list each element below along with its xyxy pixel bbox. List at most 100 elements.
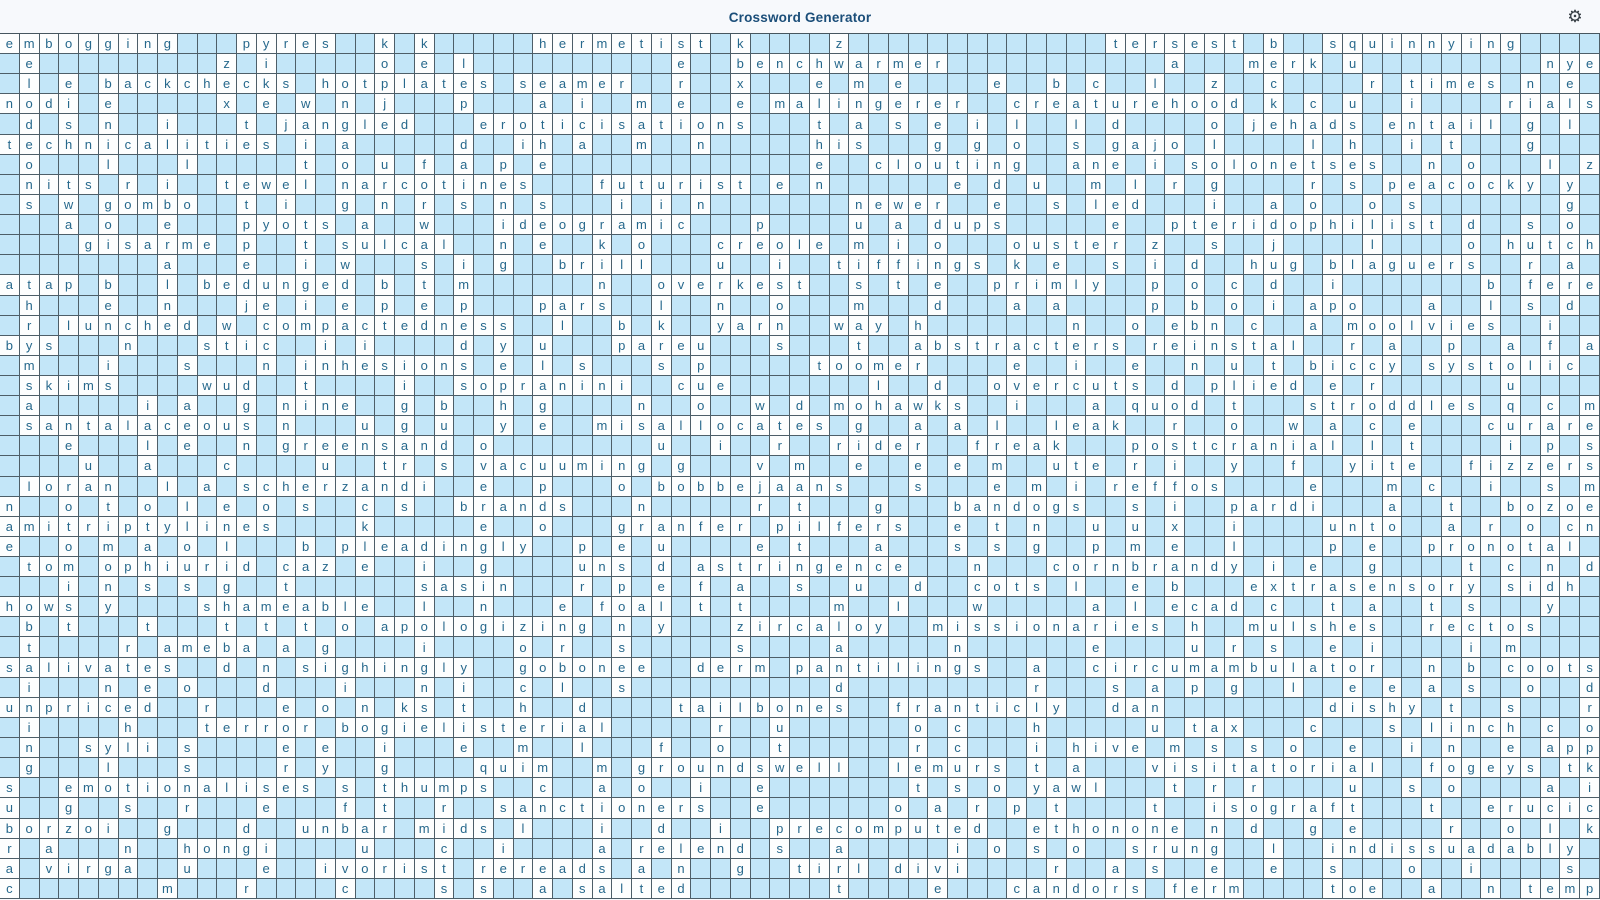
grid-cell[interactable]: o <box>1461 174 1482 195</box>
grid-cell[interactable] <box>1145 496 1166 517</box>
grid-cell[interactable]: r <box>1106 235 1126 256</box>
grid-cell[interactable] <box>0 154 20 175</box>
grid-cell[interactable] <box>928 476 949 497</box>
grid-cell[interactable] <box>197 677 218 698</box>
grid-cell[interactable] <box>197 154 218 175</box>
grid-cell[interactable] <box>711 536 731 558</box>
grid-cell[interactable] <box>0 315 20 336</box>
grid-cell[interactable] <box>1461 194 1482 216</box>
grid-cell[interactable]: u <box>296 818 317 839</box>
grid-cell[interactable] <box>375 677 396 698</box>
grid-cell[interactable] <box>197 315 218 336</box>
grid-cell[interactable] <box>1106 74 1126 95</box>
grid-cell[interactable] <box>1540 34 1561 55</box>
grid-cell[interactable]: i <box>276 194 297 216</box>
grid-cell[interactable] <box>592 577 613 598</box>
grid-cell[interactable] <box>395 798 415 819</box>
grid-cell[interactable]: a <box>237 597 257 618</box>
grid-cell[interactable] <box>138 335 159 356</box>
grid-cell[interactable]: u <box>553 456 573 477</box>
grid-cell[interactable]: r <box>1046 858 1067 879</box>
grid-cell[interactable] <box>177 275 198 296</box>
grid-cell[interactable] <box>395 215 415 236</box>
grid-cell[interactable] <box>79 577 99 598</box>
grid-cell[interactable] <box>790 34 810 55</box>
grid-cell[interactable]: p <box>1580 878 1600 899</box>
grid-cell[interactable]: o <box>1066 557 1087 578</box>
grid-cell[interactable]: y <box>98 597 119 618</box>
grid-cell[interactable]: g <box>1560 194 1581 216</box>
grid-cell[interactable]: c <box>1441 174 1462 195</box>
grid-cell[interactable]: b <box>1323 255 1344 276</box>
grid-cell[interactable] <box>1343 375 1363 397</box>
grid-cell[interactable]: e <box>711 516 731 537</box>
grid-cell[interactable]: t <box>691 597 712 618</box>
grid-cell[interactable]: a <box>1441 114 1462 135</box>
grid-cell[interactable]: g <box>217 577 238 598</box>
grid-cell[interactable] <box>1185 375 1205 397</box>
grid-cell[interactable]: m <box>1224 878 1245 899</box>
grid-cell[interactable] <box>849 838 870 859</box>
grid-cell[interactable] <box>0 174 20 195</box>
grid-cell[interactable] <box>1422 275 1442 296</box>
grid-cell[interactable]: n <box>19 174 40 195</box>
grid-cell[interactable] <box>1402 295 1423 316</box>
grid-cell[interactable]: e <box>355 597 376 618</box>
grid-cell[interactable]: d <box>790 396 810 417</box>
grid-cell[interactable]: e <box>454 74 475 95</box>
grid-cell[interactable]: g <box>493 255 514 276</box>
grid-cell[interactable]: e <box>1481 798 1502 819</box>
grid-cell[interactable] <box>513 235 534 256</box>
grid-cell[interactable]: c <box>1145 657 1166 678</box>
grid-cell[interactable]: n <box>98 114 119 135</box>
grid-cell[interactable]: t <box>296 235 317 256</box>
grid-cell[interactable] <box>750 878 771 899</box>
grid-cell[interactable]: u <box>651 174 672 195</box>
grid-cell[interactable] <box>474 295 494 316</box>
grid-cell[interactable] <box>1501 255 1521 276</box>
grid-cell[interactable] <box>1046 758 1067 779</box>
grid-cell[interactable]: a <box>809 617 830 638</box>
grid-cell[interactable] <box>395 154 415 175</box>
grid-cell[interactable]: e <box>1106 154 1126 175</box>
grid-cell[interactable] <box>79 436 99 457</box>
grid-cell[interactable] <box>395 738 415 759</box>
grid-cell[interactable]: l <box>138 436 159 457</box>
grid-cell[interactable] <box>1481 255 1502 276</box>
grid-cell[interactable]: y <box>256 215 277 236</box>
grid-cell[interactable] <box>256 878 277 899</box>
grid-cell[interactable] <box>671 577 692 598</box>
grid-cell[interactable]: n <box>1343 838 1363 859</box>
grid-cell[interactable] <box>829 738 850 759</box>
grid-cell[interactable]: e <box>1441 617 1462 638</box>
grid-cell[interactable] <box>849 476 870 497</box>
grid-cell[interactable] <box>0 54 20 75</box>
grid-cell[interactable]: r <box>1343 335 1363 356</box>
grid-cell[interactable] <box>1303 778 1324 799</box>
grid-cell[interactable]: o <box>1086 878 1107 899</box>
grid-cell[interactable] <box>750 154 771 175</box>
grid-cell[interactable] <box>612 436 633 457</box>
grid-cell[interactable]: i <box>138 396 159 417</box>
grid-cell[interactable]: e <box>750 536 771 558</box>
grid-cell[interactable] <box>1185 235 1205 256</box>
grid-cell[interactable]: q <box>1501 396 1521 417</box>
grid-cell[interactable]: l <box>1422 717 1442 739</box>
grid-cell[interactable] <box>1362 496 1383 517</box>
grid-cell[interactable] <box>335 456 356 477</box>
grid-cell[interactable] <box>138 838 159 859</box>
grid-cell[interactable] <box>967 637 988 658</box>
grid-cell[interactable]: i <box>1323 355 1344 376</box>
grid-cell[interactable]: u <box>691 375 712 397</box>
grid-cell[interactable]: a <box>651 416 672 437</box>
grid-cell[interactable]: e <box>612 536 633 558</box>
grid-cell[interactable] <box>98 798 119 819</box>
grid-cell[interactable] <box>1422 516 1442 537</box>
grid-cell[interactable]: g <box>1461 758 1482 779</box>
grid-cell[interactable]: i <box>691 778 712 799</box>
grid-cell[interactable]: n <box>632 798 652 819</box>
grid-cell[interactable]: u <box>849 577 870 598</box>
grid-cell[interactable]: m <box>1244 54 1265 75</box>
grid-cell[interactable]: e <box>928 878 949 899</box>
grid-cell[interactable] <box>1125 758 1146 779</box>
